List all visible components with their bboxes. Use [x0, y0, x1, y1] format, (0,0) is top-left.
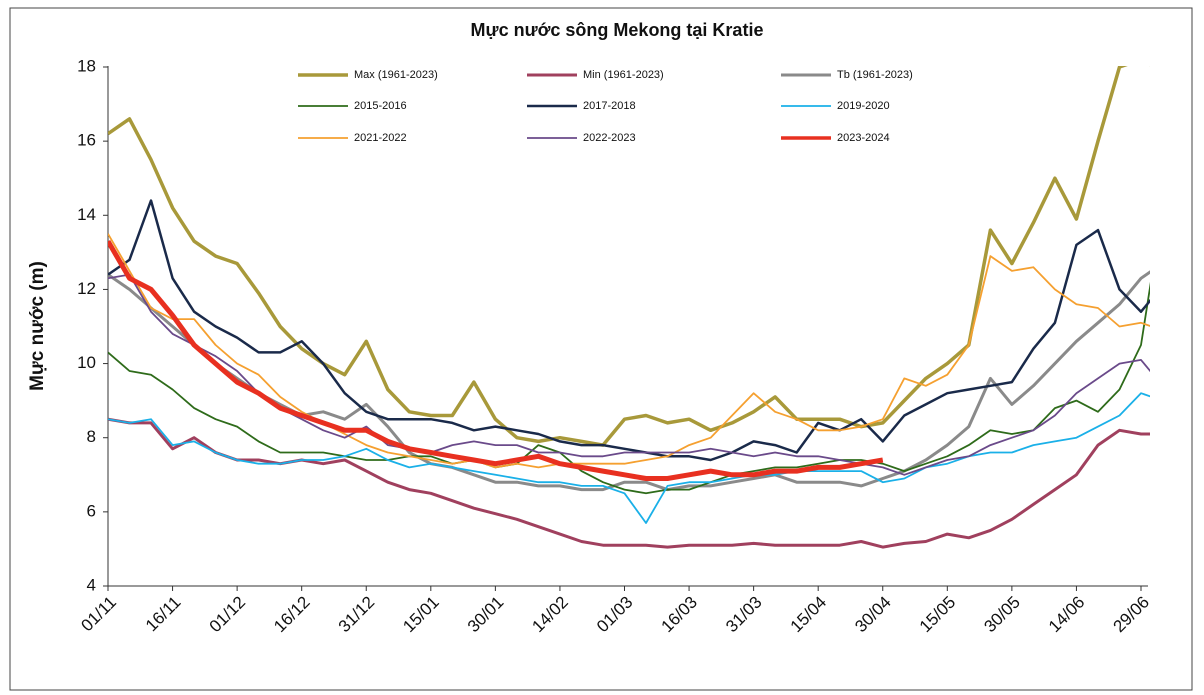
series-line — [108, 199, 1150, 462]
legend-label: Max (1961-2023) — [354, 69, 438, 81]
legend-label: 2022-2023 — [583, 132, 636, 144]
x-tick-label: 30/01 — [464, 593, 508, 637]
x-tick-label: 14/02 — [528, 593, 572, 637]
x-tick-label: 31/12 — [335, 593, 379, 637]
chart-title: Mực nước sông Mekong tại Kratie — [471, 20, 764, 40]
y-axis-label: Mực nước (m) — [27, 261, 48, 391]
x-tick-label: 15/05 — [916, 593, 960, 637]
legend-label: 2021-2022 — [354, 132, 407, 144]
x-tick-label: 29/06 — [1109, 593, 1153, 637]
y-tick-label: 12 — [77, 279, 96, 298]
x-tick-label: 16/11 — [142, 593, 185, 636]
x-tick-label: 01/12 — [206, 593, 250, 637]
series-line — [108, 392, 1150, 524]
legend-label: 2015-2016 — [354, 100, 407, 112]
legend-label: 2017-2018 — [583, 100, 636, 112]
series-line — [108, 66, 1150, 447]
series-line — [108, 270, 1150, 492]
legend-label: 2019-2020 — [837, 100, 890, 112]
x-tick-label: 14/06 — [1045, 593, 1089, 637]
y-tick-label: 14 — [77, 205, 96, 224]
plot-area — [108, 66, 1150, 549]
x-tick-label: 15/01 — [399, 593, 443, 637]
x-tick-label: 15/04 — [787, 593, 831, 637]
x-tick-label: 30/05 — [980, 593, 1024, 637]
x-tick-label: 16/03 — [658, 593, 702, 637]
series-line — [108, 239, 884, 481]
x-tick-label: 01/03 — [593, 593, 637, 637]
x-tick-label: 01/11 — [77, 593, 120, 636]
legend-label: Tb (1961-2023) — [837, 69, 913, 81]
series-line — [108, 233, 1150, 469]
legend-label: Min (1961-2023) — [583, 69, 664, 81]
x-tick-label: 30/04 — [851, 593, 895, 637]
series-line — [108, 281, 1150, 495]
y-tick-label: 16 — [77, 131, 96, 150]
y-tick-label: 4 — [87, 575, 96, 594]
y-tick-label: 6 — [87, 501, 96, 520]
y-tick-label: 10 — [77, 353, 96, 372]
frame — [9, 7, 1193, 691]
legend-label: 2023-2024 — [837, 132, 890, 144]
y-tick-label: 18 — [77, 56, 96, 75]
x-tick-label: 16/12 — [270, 593, 314, 637]
y-tick-label: 8 — [87, 427, 96, 446]
x-tick-label: 31/03 — [722, 593, 766, 637]
